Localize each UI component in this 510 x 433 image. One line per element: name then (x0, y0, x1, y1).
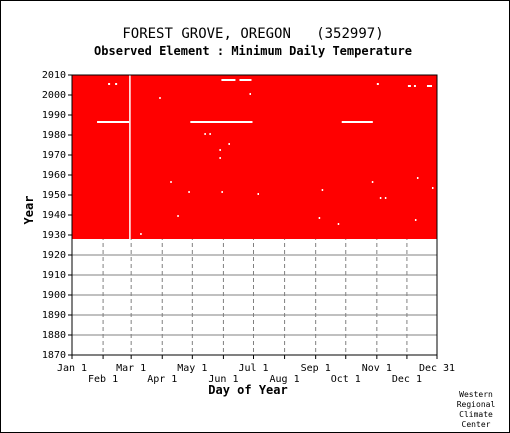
missing-data-mark (431, 187, 434, 189)
missing-data-mark (379, 197, 382, 199)
y-tick-label: 1970 (42, 150, 66, 161)
x-tick-label: Aug 1 (270, 374, 300, 385)
missing-data-mark (221, 191, 223, 193)
missing-data-mark (159, 97, 161, 99)
missing-data-mark (219, 149, 221, 151)
missing-data-mark (384, 197, 387, 199)
missing-data-mark (115, 83, 118, 85)
credit-line: Western (459, 390, 493, 399)
x-tick-label: Oct 1 (331, 374, 361, 385)
missing-data-mark (426, 85, 432, 87)
missing-data-mark (221, 79, 236, 81)
wrcc-credit: Western Regional Climate Center (457, 390, 496, 429)
plot-area: 1870 1880 1890 1900 1910 1920 1930 1940 1950 1960… (42, 70, 455, 385)
missing-data-mark (209, 133, 211, 135)
x-tick-label: Jan 1 (57, 363, 87, 374)
credit-line: Center (462, 420, 491, 429)
chart-title: FOREST GROVE, OREGON (352997) (122, 26, 383, 42)
missing-data-mark (257, 193, 260, 195)
y-tick-label: 1940 (42, 210, 66, 221)
x-tick-label: Nov 1 (362, 363, 392, 374)
missing-data-mark (190, 121, 253, 123)
y-tick-label: 1890 (42, 310, 66, 321)
y-axis-title: Year (22, 196, 36, 225)
y-tick-label: 1950 (42, 190, 66, 201)
missing-data-mark (204, 133, 206, 135)
missing-data-mark (413, 85, 416, 87)
x-tick-label: Apr 1 (147, 374, 177, 385)
missing-data-mark (376, 83, 379, 85)
missing-data-mark (108, 83, 111, 85)
credit-line: Regional (457, 400, 496, 409)
chart-subtitle: Observed Element : Minimum Daily Tempera… (94, 44, 412, 58)
missing-data-mark (318, 217, 321, 219)
missing-data-mark (228, 143, 230, 145)
x-tick-label: May 1 (177, 363, 207, 374)
missing-data-mark (337, 223, 340, 225)
missing-data-mark (414, 219, 417, 221)
y-tick-label: 1880 (42, 330, 66, 341)
x-tick-label: Dec 1 (392, 374, 422, 385)
missing-data-mark (239, 79, 252, 81)
missing-data-mark (188, 191, 190, 193)
x-axis-title: Day of Year (208, 383, 287, 397)
y-tick-label: 1920 (42, 250, 66, 261)
missing-data-mark (170, 181, 172, 183)
x-tick-label: Jun 1 (208, 374, 238, 385)
missing-data-mark (129, 75, 131, 239)
missing-data-mark (140, 233, 142, 235)
x-tick-label: Dec 31 (419, 363, 455, 374)
y-tick-label: 2010 (42, 70, 66, 81)
y-tick-label: 1870 (42, 350, 66, 361)
missing-data-mark (249, 93, 251, 95)
x-tick-label: Feb 1 (88, 374, 118, 385)
missing-data-mark (321, 189, 324, 191)
missing-data-mark (407, 85, 411, 87)
x-tick-label: Mar 1 (116, 363, 146, 374)
y-tick-label: 1910 (42, 270, 66, 281)
missing-data-mark (341, 121, 373, 123)
y-tick-label: 1930 (42, 230, 66, 241)
credit-line: Climate (459, 410, 493, 419)
missing-data-mark (177, 215, 179, 217)
y-tick-label: 1900 (42, 290, 66, 301)
data-coverage-block (72, 75, 437, 239)
x-tick-label: Sep 1 (301, 363, 331, 374)
y-tick-label: 2000 (42, 90, 66, 101)
missing-data-mark (219, 157, 221, 159)
x-tick-label: Jul 1 (238, 363, 268, 374)
missing-data-mark (97, 121, 130, 123)
missing-data-mark (416, 177, 419, 179)
y-tick-label: 1960 (42, 170, 66, 181)
y-tick-label: 1990 (42, 110, 66, 121)
missing-data-mark (371, 181, 374, 183)
y-tick-label: 1980 (42, 130, 66, 141)
